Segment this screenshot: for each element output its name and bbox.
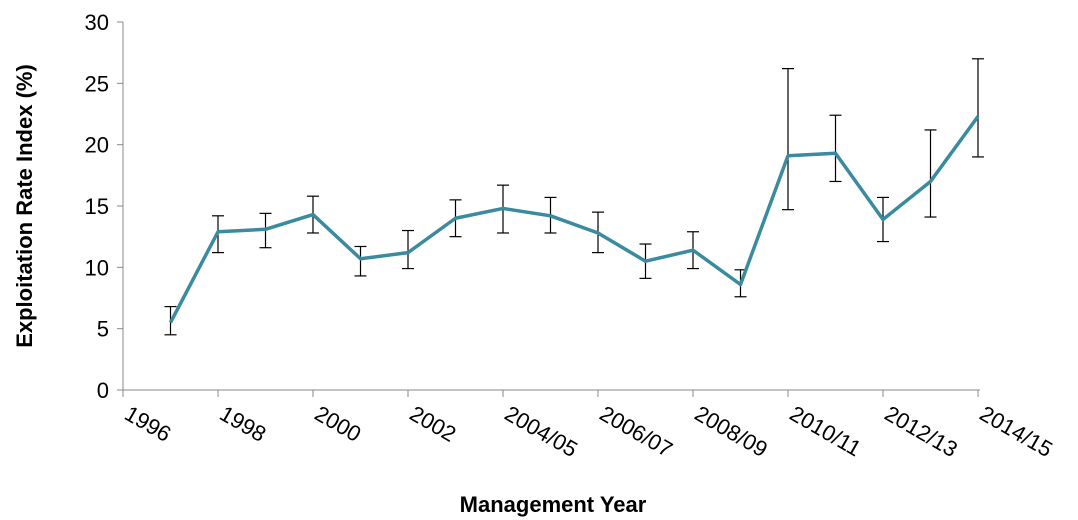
x-tick-label: 1996 <box>121 401 176 447</box>
x-axis-label: Management Year <box>460 492 647 517</box>
error-bar <box>782 68 794 211</box>
y-tick-label: 25 <box>85 71 109 96</box>
x-tick-label: 2006/07 <box>596 401 677 462</box>
x-tick-label: 2010/11 <box>786 401 866 462</box>
x-tick-label: 2002 <box>406 401 461 447</box>
y-axis-label: Exploitation Rate Index (%) <box>12 64 37 348</box>
line-series <box>168 115 980 324</box>
x-tick-label: 2000 <box>311 401 366 447</box>
error-bar <box>402 229 414 270</box>
y-tick-label: 10 <box>85 255 109 280</box>
x-tick-label: 1998 <box>216 401 271 447</box>
y-tick-label: 30 <box>85 10 109 35</box>
error-bar <box>972 58 984 158</box>
error-bar <box>354 245 367 277</box>
y-tick-label: 20 <box>85 133 109 158</box>
y-tick-label: 0 <box>97 378 109 403</box>
x-tick-label: 2014/15 <box>976 401 1057 462</box>
x-tick-label: 2004/05 <box>501 401 582 462</box>
y-tick-label: 5 <box>97 317 109 342</box>
x-tick-label: 2008/09 <box>691 401 772 462</box>
error-bar <box>829 114 842 183</box>
y-tick-label: 15 <box>85 194 109 219</box>
x-tick-label: 2012/13 <box>881 401 962 462</box>
error-bar <box>924 129 937 218</box>
